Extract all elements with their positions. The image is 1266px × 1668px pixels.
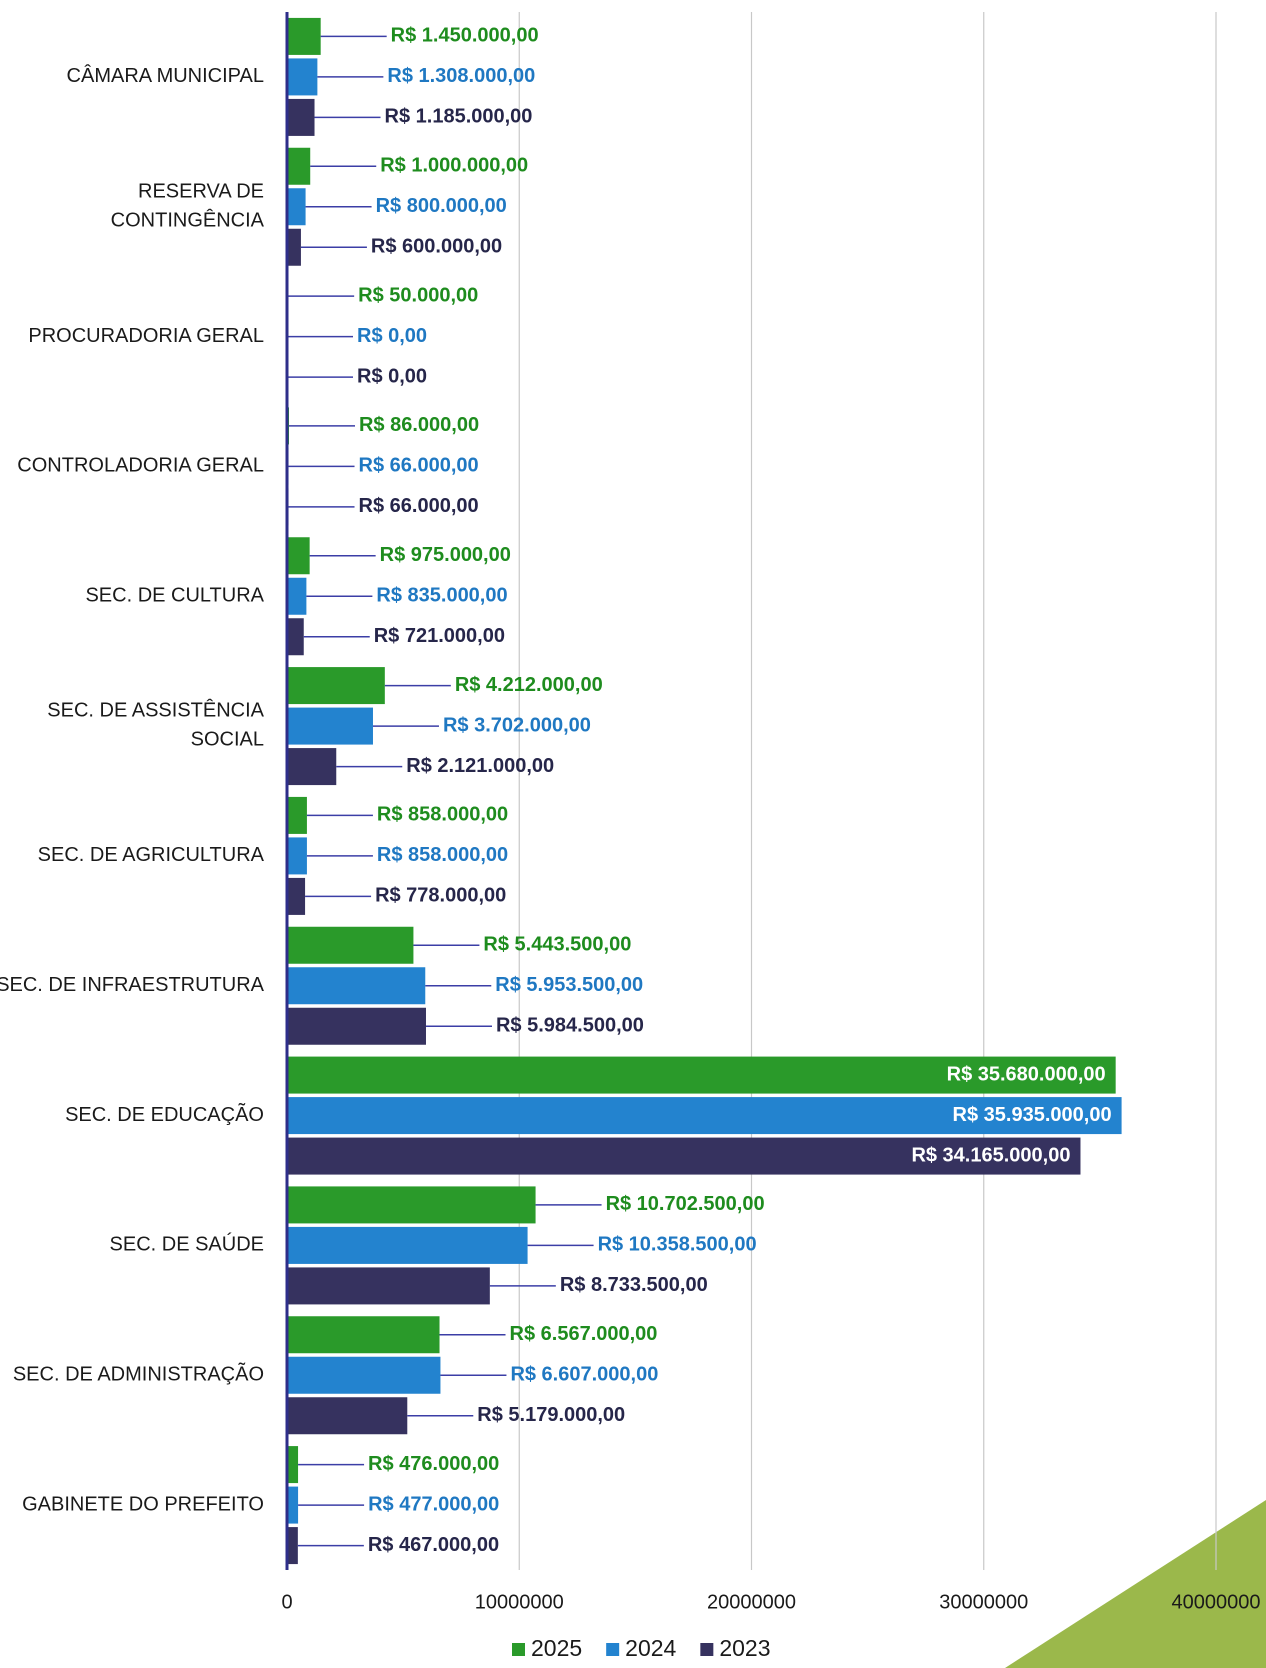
value-label: R$ 10.358.500,00	[598, 1234, 757, 1256]
value-label: R$ 35.935.000,00	[953, 1104, 1112, 1126]
bar	[287, 1446, 299, 1484]
legend-swatch	[700, 1643, 714, 1656]
category-label: CONTROLADORIA GERAL	[17, 455, 264, 477]
value-label: R$ 858.000,00	[377, 804, 508, 826]
value-label: R$ 1.450.000,00	[391, 25, 539, 47]
bar	[287, 1486, 299, 1524]
value-label: R$ 1.000.000,00	[380, 155, 528, 177]
bar	[287, 1527, 298, 1565]
bar	[287, 667, 385, 705]
legend-label: 2023	[719, 1635, 770, 1661]
bar	[287, 1097, 1122, 1135]
bar	[287, 1226, 528, 1264]
value-label: R$ 5.443.500,00	[483, 934, 631, 956]
x-tick-label: 30000000	[939, 1591, 1028, 1613]
value-label: R$ 0,00	[357, 325, 427, 347]
x-tick-label: 10000000	[475, 1591, 564, 1613]
bar	[287, 1356, 441, 1394]
bar	[287, 17, 321, 55]
category-label: SEC. DE SAÚDE	[110, 1233, 264, 1256]
value-label: R$ 4.212.000,00	[455, 674, 603, 696]
x-tick-label: 20000000	[707, 1591, 796, 1613]
category-label: SEC. DE AGRICULTURA	[38, 844, 265, 866]
bar	[287, 1056, 1116, 1094]
category-label: SEC. DE INFRAESTRUTURA	[0, 974, 265, 996]
value-label: R$ 6.607.000,00	[510, 1364, 658, 1386]
category-label: RESERVA DE CONTINGÊNCIA	[111, 181, 265, 232]
bar	[287, 1137, 1081, 1175]
bar	[287, 1186, 536, 1224]
bar	[287, 967, 426, 1005]
corner-decoration	[1005, 1500, 1266, 1668]
value-label: R$ 1.308.000,00	[387, 65, 535, 87]
value-label: R$ 5.984.500,00	[496, 1015, 644, 1037]
category-label: SEC. DE ASSISTÊNCIA SOCIAL	[47, 699, 264, 751]
legend-swatch	[606, 1643, 620, 1656]
bar	[287, 58, 318, 96]
value-label: R$ 35.680.000,00	[947, 1063, 1106, 1085]
value-label: R$ 5.953.500,00	[495, 974, 643, 996]
bar	[287, 577, 307, 615]
category-label: SEC. DE CULTURA	[85, 585, 264, 607]
value-label: R$ 778.000,00	[375, 885, 506, 907]
bar	[287, 796, 307, 834]
legend-swatch	[512, 1643, 525, 1656]
bar	[287, 1267, 490, 1305]
x-tick-label: 40000000	[1172, 1591, 1261, 1613]
bar	[287, 707, 373, 745]
value-label: R$ 6.567.000,00	[510, 1323, 658, 1345]
bar	[287, 188, 306, 226]
value-label: R$ 10.702.500,00	[606, 1193, 765, 1215]
value-label: R$ 5.179.000,00	[477, 1404, 625, 1426]
x-tick-label: 0	[281, 1591, 292, 1613]
bar	[287, 1397, 408, 1435]
legend-label: 2024	[625, 1635, 676, 1661]
value-label: R$ 835.000,00	[376, 585, 507, 607]
value-label: R$ 467.000,00	[368, 1534, 499, 1556]
bar	[287, 537, 310, 575]
value-label: R$ 8.733.500,00	[560, 1274, 708, 1296]
bar	[287, 618, 304, 656]
bar	[287, 228, 301, 266]
bar	[287, 926, 414, 964]
value-label: R$ 600.000,00	[371, 236, 502, 258]
value-label: R$ 50.000,00	[358, 284, 478, 306]
bar	[287, 748, 337, 786]
value-label: R$ 86.000,00	[359, 414, 479, 436]
value-label: R$ 800.000,00	[376, 195, 507, 217]
bar	[287, 1007, 426, 1045]
value-label: R$ 34.165.000,00	[911, 1144, 1070, 1166]
value-label: R$ 975.000,00	[380, 544, 511, 566]
value-label: R$ 858.000,00	[377, 844, 508, 866]
bar	[287, 98, 315, 136]
bar	[287, 837, 307, 875]
value-label: R$ 721.000,00	[374, 625, 505, 647]
category-label: GABINETE DO PREFEITO	[22, 1493, 264, 1515]
value-label: R$ 0,00	[357, 365, 427, 387]
bar	[287, 1316, 440, 1354]
category-label: SEC. DE ADMINISTRAÇÃO	[13, 1362, 264, 1386]
category-label: SEC. DE EDUCAÇÃO	[65, 1102, 264, 1126]
value-label: R$ 1.185.000,00	[385, 106, 533, 128]
value-label: R$ 476.000,00	[368, 1453, 499, 1475]
value-label: R$ 3.702.000,00	[443, 714, 591, 736]
value-label: R$ 66.000,00	[359, 495, 479, 517]
category-label: PROCURADORIA GERAL	[28, 325, 264, 347]
bar	[287, 877, 306, 915]
bar	[287, 147, 311, 185]
value-label: R$ 477.000,00	[368, 1493, 499, 1515]
category-label: CÂMARA MUNICIPAL	[67, 64, 264, 87]
value-label: R$ 2.121.000,00	[406, 755, 554, 777]
value-label: R$ 66.000,00	[359, 455, 479, 477]
legend-label: 2025	[531, 1635, 582, 1661]
